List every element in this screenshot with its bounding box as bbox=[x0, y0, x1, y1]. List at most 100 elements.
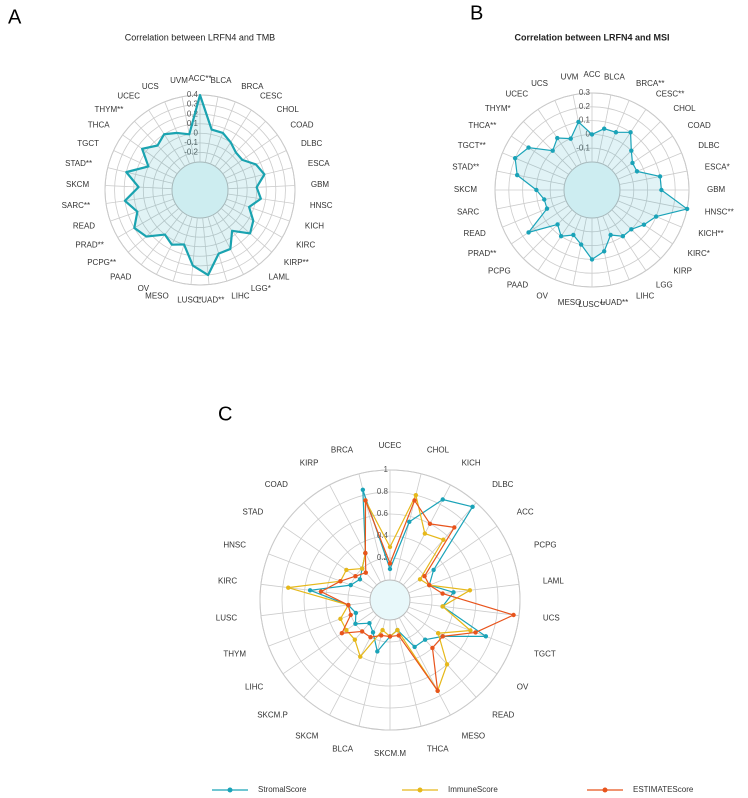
point bbox=[359, 629, 365, 634]
spoke bbox=[107, 167, 173, 184]
spoke bbox=[113, 150, 175, 179]
spoke bbox=[181, 96, 196, 163]
category-label: READ bbox=[73, 221, 95, 230]
spoke bbox=[502, 152, 567, 180]
point bbox=[512, 155, 518, 161]
point bbox=[370, 630, 376, 635]
category-label: SKCM bbox=[295, 731, 318, 740]
category-label: SKCM.M bbox=[374, 749, 406, 758]
category-label: KICH** bbox=[698, 229, 723, 238]
area bbox=[123, 93, 266, 277]
chart-title: Correlation between LRFN4 and TMB bbox=[125, 32, 275, 42]
category-label: UCS bbox=[142, 82, 159, 91]
point bbox=[358, 654, 363, 659]
point bbox=[452, 525, 457, 530]
spoke bbox=[554, 215, 582, 280]
point bbox=[353, 573, 358, 579]
category-label: CESC** bbox=[656, 89, 684, 98]
panel-label: B bbox=[470, 2, 483, 24]
point bbox=[348, 612, 353, 618]
point bbox=[380, 627, 385, 633]
spoke bbox=[619, 195, 688, 210]
spoke bbox=[406, 611, 498, 675]
point bbox=[344, 567, 349, 573]
spoke bbox=[523, 209, 573, 259]
category-label: OV bbox=[517, 683, 529, 692]
category-label: READ bbox=[492, 710, 514, 719]
spoke bbox=[523, 121, 573, 171]
point bbox=[367, 621, 372, 626]
point bbox=[451, 590, 456, 595]
spoke bbox=[260, 602, 371, 617]
spoke bbox=[148, 109, 186, 167]
category-label: BRCA** bbox=[636, 79, 664, 88]
point bbox=[576, 119, 581, 125]
spoke bbox=[511, 135, 569, 175]
category-label: UVM bbox=[170, 76, 188, 85]
spoke bbox=[617, 200, 682, 228]
category-label: TGCT** bbox=[458, 141, 486, 150]
point bbox=[307, 588, 313, 593]
point bbox=[629, 148, 634, 153]
category-label: PAAD bbox=[507, 281, 528, 290]
point bbox=[379, 633, 384, 638]
legend-label: ImmuneScore bbox=[448, 785, 498, 794]
point bbox=[629, 227, 634, 232]
spoke bbox=[227, 167, 293, 184]
point bbox=[641, 222, 647, 227]
r-tick-label: 1 bbox=[384, 465, 389, 474]
point bbox=[440, 634, 445, 639]
point bbox=[407, 519, 412, 525]
point bbox=[318, 589, 324, 594]
category-label: TGCT bbox=[534, 650, 556, 659]
category-label: PCPG bbox=[488, 266, 511, 275]
point bbox=[339, 631, 345, 636]
r-tick-label: 0.1 bbox=[579, 116, 591, 125]
category-label: CHOL bbox=[673, 104, 696, 113]
r-tick-label: 0.4 bbox=[377, 531, 389, 540]
spoke bbox=[190, 217, 198, 285]
point bbox=[286, 585, 291, 590]
point bbox=[511, 612, 516, 618]
category-label: STAD** bbox=[452, 163, 479, 172]
category-label: ESCA bbox=[308, 159, 330, 168]
point bbox=[657, 174, 663, 179]
category-label: SARC bbox=[457, 208, 479, 217]
r-tick-label: 0.2 bbox=[579, 102, 591, 111]
category-label: TGCT bbox=[77, 139, 99, 148]
category-label: SKCM.P bbox=[257, 710, 288, 719]
category-label: MESO bbox=[558, 298, 582, 307]
legend-label: StromalScore bbox=[258, 785, 307, 794]
spoke bbox=[227, 185, 295, 190]
category-label: OV bbox=[536, 291, 548, 300]
spoke bbox=[572, 217, 587, 286]
spoke bbox=[105, 193, 173, 204]
spoke bbox=[611, 121, 661, 171]
chart-title: Correlation between LRFN4 and MSI bbox=[514, 32, 669, 42]
point bbox=[470, 504, 475, 510]
category-label: UCEC bbox=[117, 92, 140, 101]
r-tick-label: 0.3 bbox=[579, 88, 591, 97]
legend-marker bbox=[602, 787, 608, 793]
point bbox=[396, 633, 401, 638]
point bbox=[422, 637, 428, 642]
point bbox=[526, 230, 531, 235]
category-label: LUSC bbox=[216, 614, 238, 623]
spoke bbox=[402, 502, 477, 586]
category-label: UCS bbox=[543, 614, 560, 623]
spoke bbox=[172, 216, 193, 282]
point bbox=[550, 148, 555, 153]
point bbox=[363, 570, 368, 575]
category-label: GBM bbox=[707, 185, 726, 194]
point bbox=[346, 602, 351, 608]
point bbox=[440, 591, 445, 596]
r-tick-label: 0.2 bbox=[377, 553, 389, 562]
category-label: HNSC** bbox=[705, 208, 734, 217]
point bbox=[444, 662, 450, 667]
spoke bbox=[216, 211, 260, 265]
category-label: ACC bbox=[517, 508, 534, 517]
point bbox=[558, 234, 564, 239]
point bbox=[387, 566, 393, 572]
point bbox=[544, 206, 550, 211]
